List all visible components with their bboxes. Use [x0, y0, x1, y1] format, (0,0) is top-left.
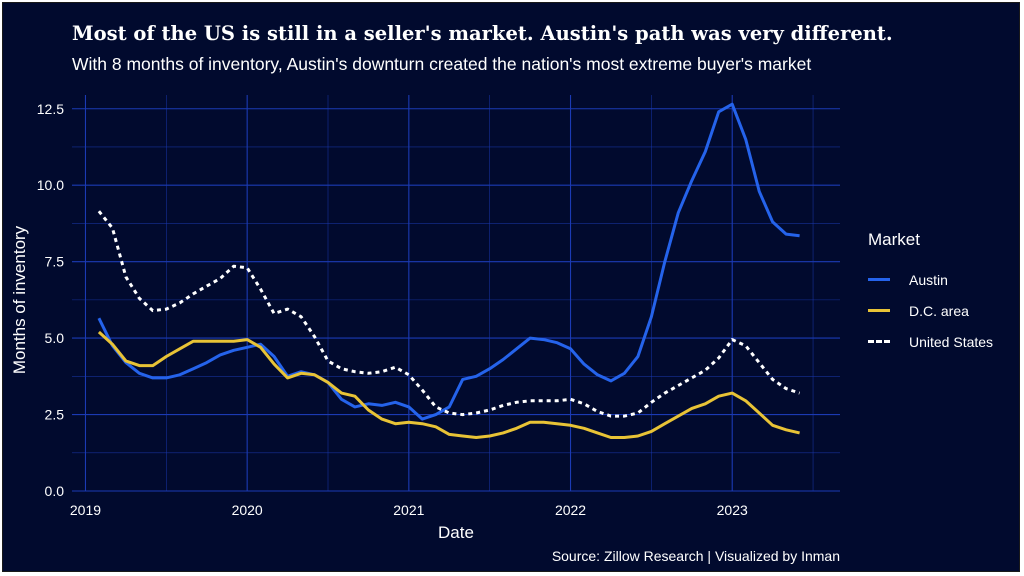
legend-item-dc-area: D.C. area — [868, 295, 993, 326]
x-axis-ticks: 2019 2020 2021 2022 2023 — [70, 502, 748, 518]
legend-item-united-states: United States — [868, 326, 993, 357]
series-line-united-states — [97, 210, 801, 418]
y-tick-label: 5.0 — [45, 330, 65, 346]
plot-panel — [72, 95, 840, 491]
y-axis-ticks: 0.0 2.5 5.0 7.5 10.0 12.5 — [37, 101, 64, 499]
legend-swatch-austin — [868, 278, 890, 281]
legend-title: Market — [868, 230, 920, 249]
legend-label-united-states: United States — [909, 333, 994, 350]
y-tick-label: 10.0 — [37, 177, 64, 193]
x-tick-label: 2023 — [717, 502, 748, 518]
series-line-austin — [97, 102, 800, 421]
chart-title: Most of the US is still in a seller's ma… — [72, 22, 893, 45]
y-tick-label: 0.0 — [45, 483, 65, 499]
legend-label-austin: Austin — [909, 271, 948, 288]
chart-subtitle: With 8 months of inventory, Austin's dow… — [72, 54, 812, 74]
y-axis-label: Months of inventory — [10, 225, 29, 374]
legend-label-dc-area: D.C. area — [909, 302, 969, 319]
x-axis-label: Date — [438, 523, 474, 542]
source-caption: Source: Zillow Research | Visualized by … — [551, 548, 840, 564]
legend-item-austin: Austin — [868, 264, 993, 295]
series-line-d-c-area — [97, 330, 800, 439]
legend-swatch-united-states — [868, 340, 890, 343]
x-tick-label: 2019 — [70, 502, 101, 518]
y-tick-label: 2.5 — [45, 407, 65, 423]
series-lines — [97, 102, 801, 439]
x-tick-label: 2022 — [555, 502, 586, 518]
y-tick-label: 7.5 — [45, 254, 65, 270]
y-tick-label: 12.5 — [37, 101, 64, 117]
legend: Market Austin D.C. area United States — [868, 230, 993, 357]
legend-swatch-dc-area — [868, 309, 890, 312]
grid-lines — [72, 95, 840, 492]
x-tick-label: 2020 — [232, 502, 263, 518]
x-tick-label: 2021 — [393, 502, 424, 518]
